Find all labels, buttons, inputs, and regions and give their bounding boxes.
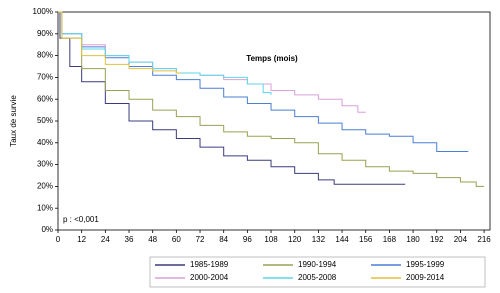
x-tick-label: 192 xyxy=(430,235,444,244)
x-tick-label: 24 xyxy=(101,235,110,244)
x-tick-label: 156 xyxy=(359,235,373,244)
annotation: p : <0,001 xyxy=(63,215,99,224)
legend-label: 2000-2004 xyxy=(190,273,229,282)
legend-label: 1990-1994 xyxy=(298,260,337,269)
x-tick-label: 144 xyxy=(335,235,349,244)
legend-box xyxy=(149,256,486,288)
legend-label: 2005-2008 xyxy=(298,273,337,282)
plot-frame xyxy=(57,11,491,231)
legend-label: 1985-1989 xyxy=(190,260,229,269)
x-tick-label: 168 xyxy=(383,235,397,244)
legend-label: 2009-2014 xyxy=(406,273,445,282)
x-tick-label: 36 xyxy=(125,235,134,244)
y-tick-label: 30% xyxy=(37,160,53,169)
x-tick-label: 120 xyxy=(288,235,302,244)
y-tick-label: 10% xyxy=(37,203,53,212)
legend-label: 1995-1999 xyxy=(406,260,445,269)
y-tick-label: 20% xyxy=(37,182,53,191)
x-tick-label: 84 xyxy=(219,235,228,244)
x-tick-label: 96 xyxy=(243,235,252,244)
x-tick-label: 60 xyxy=(172,235,181,244)
x-tick-label: 48 xyxy=(148,235,157,244)
y-tick-label: 40% xyxy=(37,138,53,147)
y-tick-label: 50% xyxy=(37,116,53,125)
y-tick-label: 70% xyxy=(37,73,53,82)
survival-curve xyxy=(58,11,181,74)
survival-curve xyxy=(58,11,406,185)
x-axis-label: Temps (mois) xyxy=(246,54,298,63)
y-axis-label: Taux de survie xyxy=(9,95,18,147)
x-tick-label: 12 xyxy=(77,235,86,244)
x-tick-label: 216 xyxy=(477,235,491,244)
x-tick-label: 180 xyxy=(406,235,420,244)
x-tick-label: 108 xyxy=(264,235,278,244)
x-tick-label: 132 xyxy=(312,235,326,244)
survival-curve xyxy=(58,11,272,95)
y-tick-label: 80% xyxy=(37,51,53,60)
survival-curve xyxy=(58,11,366,113)
y-tick-label: 60% xyxy=(37,94,53,103)
x-tick-label: 72 xyxy=(196,235,205,244)
survival-curve xyxy=(58,11,485,187)
y-tick-label: 0% xyxy=(41,225,53,234)
y-tick-label: 100% xyxy=(33,7,53,16)
x-tick-label: 0 xyxy=(56,235,61,244)
survival-curve xyxy=(58,11,469,153)
y-tick-label: 90% xyxy=(37,29,53,38)
x-tick-label: 204 xyxy=(454,235,468,244)
